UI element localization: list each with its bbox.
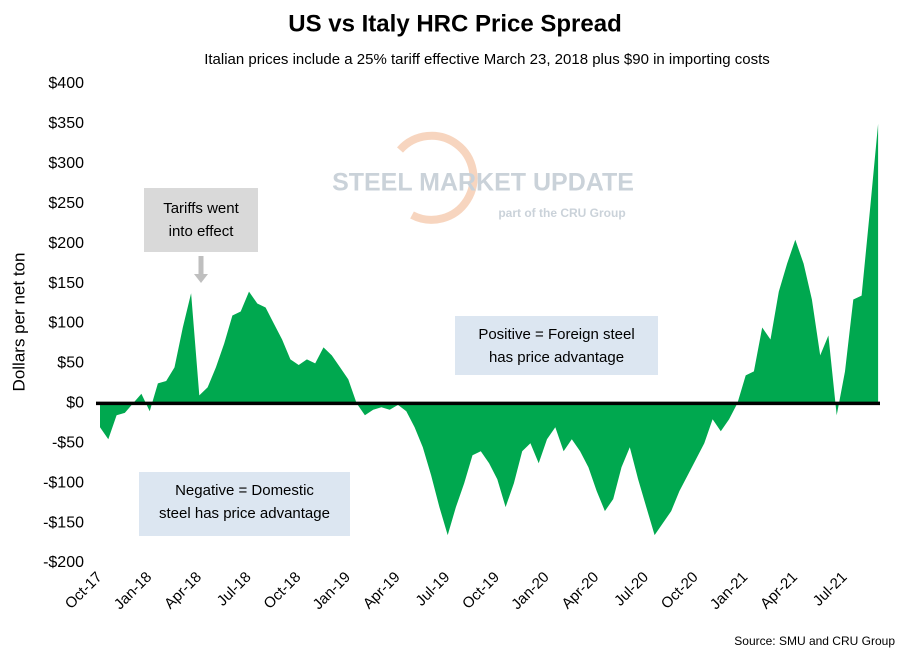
y-tick-label: $250 [48,195,84,212]
y-tick-label: $200 [48,235,84,252]
x-tick-label: Oct-19 [459,569,503,613]
y-tick-label: $300 [48,155,84,172]
chart-subtitle: Italian prices include a 25% tariff effe… [204,51,770,68]
annotation-box [144,188,258,252]
x-tick-label: Jul-19 [412,569,453,610]
x-tick-label: Apr-19 [360,569,404,613]
y-tick-label: -$200 [43,554,84,571]
annotation-arrow [194,274,208,283]
x-tick-label: Jan-21 [707,569,751,613]
annotation-text: Negative = Domestic [175,482,314,499]
x-tick-label: Jul-21 [810,569,851,610]
x-tick-label: Jul-18 [214,569,255,610]
x-tick-label: Apr-20 [558,569,602,613]
y-tick-label: $350 [48,115,84,132]
watermark: STEEL MARKET UPDATE part of the CRU Grou… [332,131,634,224]
annotation-text: has price advantage [489,349,624,366]
chart-title: US vs Italy HRC Price Spread [288,10,621,37]
y-tick-label: $50 [57,355,84,372]
watermark-text: STEEL MARKET UPDATE [332,169,634,197]
y-tick-label: $0 [66,395,84,412]
annotation-box [139,472,350,536]
x-tick-label: Jul-20 [611,569,652,610]
y-tick-label: -$100 [43,474,84,491]
area [100,123,879,536]
y-tick-label: -$150 [43,514,84,531]
x-tick-label: Oct-18 [260,569,304,613]
watermark-logo [397,131,478,224]
annotation-box [455,316,658,375]
y-tick-label: $100 [48,315,84,332]
x-tick-label: Oct-17 [62,569,106,613]
x-tick-label: Oct-20 [658,569,702,613]
x-tick-label: Jan-19 [310,569,354,613]
y-tick-label: $400 [48,75,84,92]
source: Source: SMU and CRU Group [734,634,895,648]
x-tick-label: Apr-18 [161,569,205,613]
annotation-text: Tariffs went [163,200,239,217]
annotation-text: into effect [169,223,235,240]
y-tick-label: $150 [48,275,84,292]
annotation-text: steel has price advantage [159,505,330,522]
annotation-text: Positive = Foreign steel [478,326,634,343]
y-tick-label: -$50 [52,434,84,451]
y-axis-label: Dollars per net ton [9,253,28,392]
x-tick-label: Jan-20 [508,569,552,613]
x-tick-label: Apr-21 [757,569,801,613]
watermark-text: part of the CRU Group [498,206,625,220]
x-tick-label: Jan-18 [111,569,155,613]
